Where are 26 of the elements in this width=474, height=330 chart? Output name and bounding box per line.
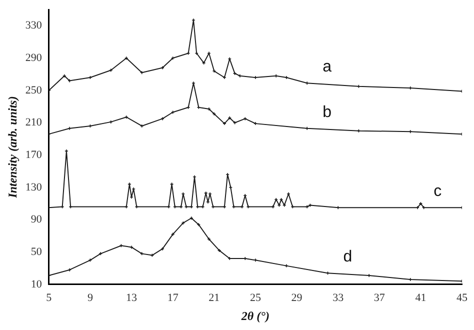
x-tick-label: 29 <box>291 292 303 304</box>
y-tick-label: 10 <box>30 278 42 290</box>
y-tick-label: 50 <box>30 246 42 258</box>
y-tick-label: 290 <box>25 52 42 64</box>
x-tick-label: 45 <box>456 292 468 304</box>
x-tick-label: 25 <box>250 292 262 304</box>
x-tick-label: 21 <box>208 292 220 304</box>
series-label: c <box>434 183 442 200</box>
y-tick-label: 330 <box>25 20 42 32</box>
x-tick-label: 37 <box>374 292 386 304</box>
series-label: b <box>322 104 332 121</box>
y-tick-label: 250 <box>25 84 42 96</box>
y-tick-label: 90 <box>30 214 42 226</box>
y-tick-label: 210 <box>25 116 42 129</box>
series-label: a <box>322 58 332 76</box>
x-tick-label: 13 <box>126 292 138 304</box>
x-tick-label: 33 <box>332 292 344 304</box>
y-tick-label: 170 <box>25 148 42 161</box>
x-tick-label: 17 <box>167 292 179 304</box>
series-label: d <box>343 248 352 266</box>
x-axis-title: 2θ (°) <box>240 308 270 323</box>
x-tick-label: 5 <box>46 292 52 304</box>
y-axis-title: Intensity (arb. units) <box>5 96 20 199</box>
y-tick-label: 130 <box>25 181 42 194</box>
x-tick-label: 41 <box>415 292 426 304</box>
x-tick-label: 9 <box>87 292 94 304</box>
